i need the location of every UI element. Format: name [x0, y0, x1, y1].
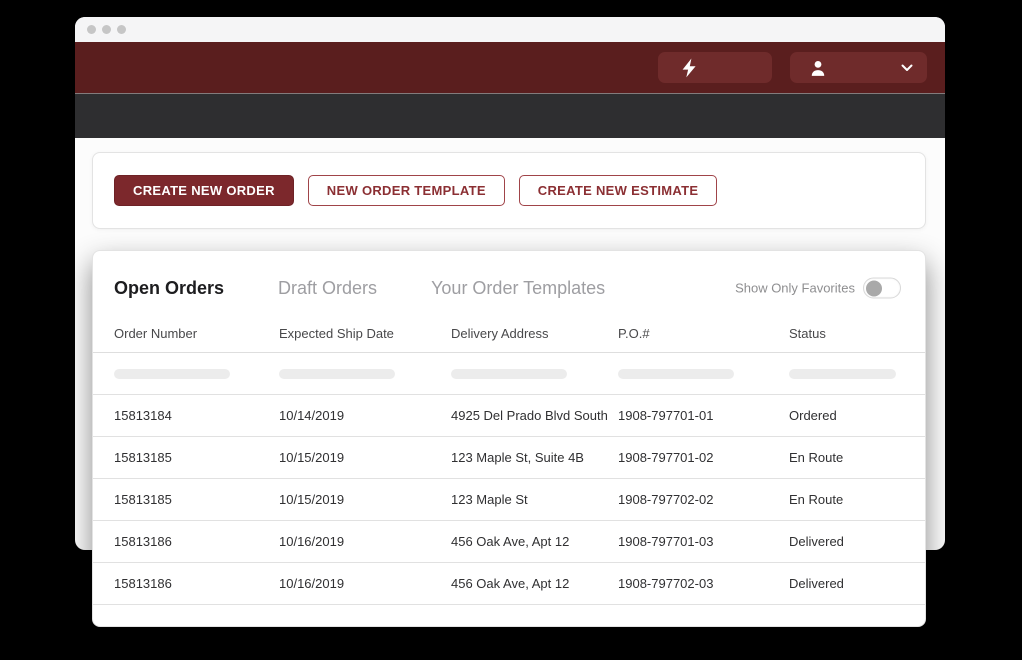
header-divider	[75, 93, 945, 94]
loading-placeholder	[279, 368, 395, 379]
lightning-icon	[680, 58, 698, 78]
cell-delivery-address: 123 Maple St	[451, 492, 528, 507]
cell-ship-date: 10/15/2019	[279, 492, 345, 507]
window-control-dot[interactable]	[87, 25, 96, 34]
cell-po-number: 1908-797702-02	[618, 492, 714, 507]
window-titlebar	[75, 17, 945, 42]
loading-placeholder	[789, 368, 896, 379]
cell-delivery-address: 4925 Del Prado Blvd South	[451, 408, 608, 423]
cell-ship-date: 10/14/2019	[279, 408, 345, 423]
favorites-toggle-label: Show Only Favorites	[735, 280, 855, 296]
account-menu-button[interactable]	[790, 52, 927, 83]
loading-placeholder	[618, 368, 734, 379]
table-row[interactable]: 15813186 10/16/2019 456 Oak Ave, Apt 12 …	[93, 563, 925, 605]
column-header-delivery-address: Delivery Address	[451, 325, 549, 341]
cell-status: Delivered	[789, 534, 844, 549]
cell-po-number: 1908-797701-03	[618, 534, 714, 549]
chevron-down-icon	[901, 64, 913, 72]
loading-placeholder	[114, 368, 230, 379]
favorites-toggle[interactable]	[863, 277, 901, 299]
table-loading-row	[93, 353, 925, 395]
column-header-status: Status	[789, 325, 826, 341]
create-new-order-button[interactable]: CREATE NEW ORDER	[114, 175, 294, 206]
tab-your-order-templates[interactable]: Your Order Templates	[431, 277, 606, 298]
table-row[interactable]: 15813185 10/15/2019 123 Maple St, Suite …	[93, 437, 925, 479]
app-header	[75, 42, 945, 93]
orders-card: Open Orders Draft Orders Your Order Temp…	[92, 250, 926, 627]
cell-order-number: 15813185	[114, 450, 172, 465]
cell-status: En Route	[789, 450, 844, 465]
cell-ship-date: 10/16/2019	[279, 576, 345, 591]
toggle-knob	[866, 280, 882, 296]
window-control-dot[interactable]	[117, 25, 126, 34]
table-row[interactable]: 15813186 10/16/2019 456 Oak Ave, Apt 12 …	[93, 521, 925, 563]
create-new-estimate-button[interactable]: CREATE NEW ESTIMATE	[518, 175, 718, 206]
table-header-row: Order Number Expected Ship Date Delivery…	[93, 314, 925, 353]
cell-ship-date: 10/15/2019	[279, 450, 345, 465]
cell-delivery-address: 456 Oak Ave, Apt 12	[451, 576, 570, 591]
favorites-filter: Show Only Favorites	[735, 277, 901, 299]
cell-status: Ordered	[789, 408, 837, 423]
cell-order-number: 15813184	[114, 408, 172, 423]
cell-ship-date: 10/16/2019	[279, 534, 345, 549]
tab-draft-orders[interactable]: Draft Orders	[278, 277, 378, 298]
cell-po-number: 1908-797702-03	[618, 576, 714, 591]
user-icon	[808, 58, 828, 78]
cell-order-number: 15813186	[114, 576, 172, 591]
order-actions-card: CREATE NEW ORDER NEW ORDER TEMPLATE CREA…	[92, 152, 926, 229]
cell-status: Delivered	[789, 576, 844, 591]
new-order-template-button[interactable]: NEW ORDER TEMPLATE	[307, 175, 505, 206]
table-row[interactable]: 15813184 10/14/2019 4925 Del Prado Blvd …	[93, 395, 925, 437]
column-header-ship-date: Expected Ship Date	[279, 325, 394, 341]
cell-po-number: 1908-797701-02	[618, 450, 714, 465]
cell-delivery-address: 123 Maple St, Suite 4B	[451, 450, 584, 465]
cell-status: En Route	[789, 492, 844, 507]
column-header-po-number: P.O.#	[618, 325, 650, 341]
orders-tabs: Open Orders Draft Orders Your Order Temp…	[93, 274, 925, 302]
column-header-order-number: Order Number	[114, 325, 198, 341]
loading-placeholder	[451, 368, 567, 379]
cell-delivery-address: 456 Oak Ave, Apt 12	[451, 534, 570, 549]
cell-po-number: 1908-797701-01	[618, 408, 714, 423]
cell-order-number: 15813186	[114, 534, 172, 549]
quick-order-button[interactable]	[658, 52, 772, 83]
window-control-dot[interactable]	[102, 25, 111, 34]
cell-order-number: 15813185	[114, 492, 172, 507]
secondary-nav-bar	[75, 94, 945, 138]
table-row[interactable]: 15813185 10/15/2019 123 Maple St 1908-79…	[93, 479, 925, 521]
tab-open-orders[interactable]: Open Orders	[114, 277, 225, 298]
